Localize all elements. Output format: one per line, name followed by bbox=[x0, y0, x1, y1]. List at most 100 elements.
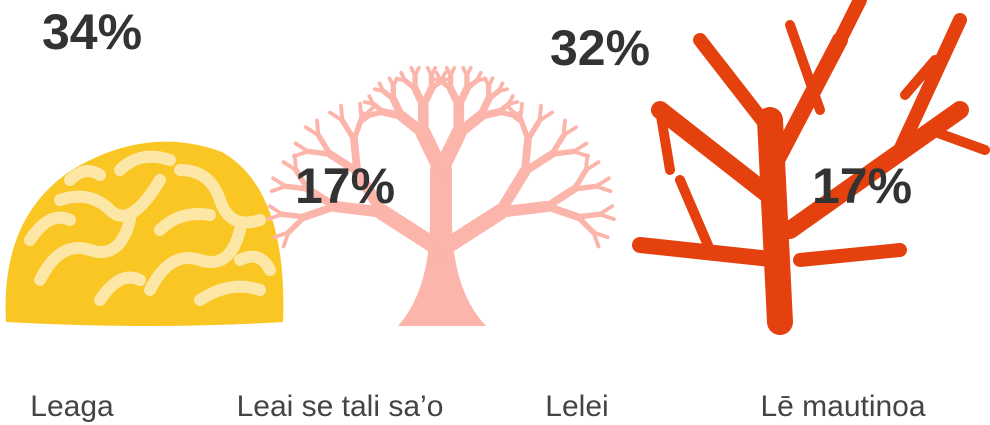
coral-branch bbox=[433, 125, 467, 178]
coral-branch bbox=[377, 81, 386, 93]
coral-branch bbox=[292, 149, 311, 159]
coral-branch bbox=[583, 153, 590, 173]
category-label: Lelei bbox=[545, 390, 608, 423]
coral-branch bbox=[358, 101, 364, 121]
coral-branch bbox=[764, 32, 848, 178]
coral-icon bbox=[5, 141, 284, 326]
coral-branch bbox=[537, 103, 543, 123]
coral-branch bbox=[571, 183, 599, 192]
coral-branch bbox=[785, 20, 825, 115]
coral-branch bbox=[518, 101, 524, 121]
coral-branch bbox=[303, 185, 339, 211]
coral-branch bbox=[597, 204, 615, 217]
coral-branch bbox=[429, 65, 438, 78]
coral-icon bbox=[266, 65, 616, 326]
coral-branch bbox=[561, 125, 579, 138]
category-label: Leaga bbox=[30, 390, 114, 423]
coral-pattern bbox=[234, 250, 276, 276]
coral-pattern bbox=[64, 165, 106, 186]
coral-branch bbox=[549, 132, 567, 157]
coral-branch bbox=[315, 132, 333, 157]
coral-branch bbox=[651, 101, 784, 209]
coral-pattern bbox=[24, 211, 76, 246]
coral-pattern bbox=[94, 271, 146, 306]
coral-branch bbox=[494, 200, 553, 218]
coral-branch bbox=[693, 33, 777, 137]
value-label: 34% bbox=[42, 4, 142, 60]
coral-branch bbox=[433, 204, 508, 258]
coral-branch bbox=[517, 115, 531, 143]
coral-branch bbox=[494, 165, 531, 218]
coral-branch bbox=[448, 65, 457, 78]
coral-branch bbox=[594, 184, 613, 194]
coral-branch bbox=[476, 108, 503, 120]
coral-branch bbox=[389, 95, 406, 120]
coral-branch bbox=[351, 165, 388, 218]
coral-branch bbox=[537, 110, 555, 123]
value-label: 17% bbox=[295, 158, 395, 214]
coral-branch bbox=[305, 148, 333, 157]
coral-branch bbox=[399, 70, 407, 83]
coral-branch bbox=[453, 110, 486, 139]
coral-branch bbox=[591, 230, 610, 240]
coral-branch bbox=[269, 184, 288, 194]
coral-branch bbox=[507, 100, 520, 106]
coral-branch bbox=[893, 13, 967, 157]
coral-branch bbox=[339, 103, 345, 123]
coral-pattern bbox=[174, 164, 266, 229]
coral-branch bbox=[833, 0, 867, 47]
coral-branch bbox=[293, 141, 311, 154]
coral-branch bbox=[793, 243, 907, 267]
coral-branch bbox=[509, 112, 521, 123]
coral-branch bbox=[279, 211, 307, 220]
coral-branch bbox=[496, 87, 510, 93]
coral-branch bbox=[266, 212, 285, 222]
coral-branch bbox=[434, 70, 443, 83]
coral-branch bbox=[367, 94, 375, 106]
coral-branch bbox=[597, 212, 616, 222]
coral-branch bbox=[283, 183, 311, 192]
coral-branch bbox=[300, 202, 339, 221]
coral-branch bbox=[315, 118, 321, 138]
coral-branch bbox=[465, 65, 473, 78]
coral-branch bbox=[583, 160, 601, 173]
coral-pattern bbox=[34, 214, 136, 286]
coral-branch bbox=[327, 110, 345, 123]
coral-branch bbox=[281, 230, 291, 249]
coral-branch bbox=[351, 115, 365, 143]
coral-branch bbox=[454, 84, 471, 110]
value-label: 17% bbox=[812, 158, 912, 214]
coral-branch bbox=[285, 214, 307, 236]
coral-branch bbox=[281, 160, 299, 173]
coral-branch bbox=[900, 55, 940, 100]
coral-branch bbox=[591, 230, 601, 249]
coral-branch bbox=[486, 88, 502, 102]
coral-branch bbox=[543, 202, 582, 221]
coral-pattern bbox=[54, 174, 166, 222]
coral-branch bbox=[925, 125, 990, 155]
coral-branch bbox=[655, 105, 675, 175]
coral-pattern bbox=[114, 150, 176, 176]
coral-branch bbox=[520, 150, 556, 176]
coral-branch bbox=[267, 204, 285, 217]
coral-branch bbox=[543, 185, 579, 211]
coral-pattern bbox=[194, 280, 266, 306]
coral-branch bbox=[486, 76, 495, 89]
coral-branch bbox=[675, 175, 715, 255]
coral-branch bbox=[303, 125, 321, 138]
coral-branch bbox=[594, 176, 611, 189]
coral-branch bbox=[561, 118, 567, 138]
coral-branch bbox=[374, 204, 449, 258]
coral-branch bbox=[271, 176, 288, 189]
coral-pattern bbox=[144, 224, 246, 296]
coral-branch bbox=[507, 106, 523, 121]
coral-branch bbox=[575, 211, 603, 220]
coral-branch bbox=[329, 200, 388, 218]
category-label: Lē mautinoa bbox=[760, 390, 925, 423]
coral-branch bbox=[571, 141, 589, 154]
coral-branch bbox=[571, 167, 589, 192]
coral-branch bbox=[419, 84, 436, 110]
coral-branch bbox=[413, 65, 421, 78]
coral-branch bbox=[359, 106, 375, 121]
